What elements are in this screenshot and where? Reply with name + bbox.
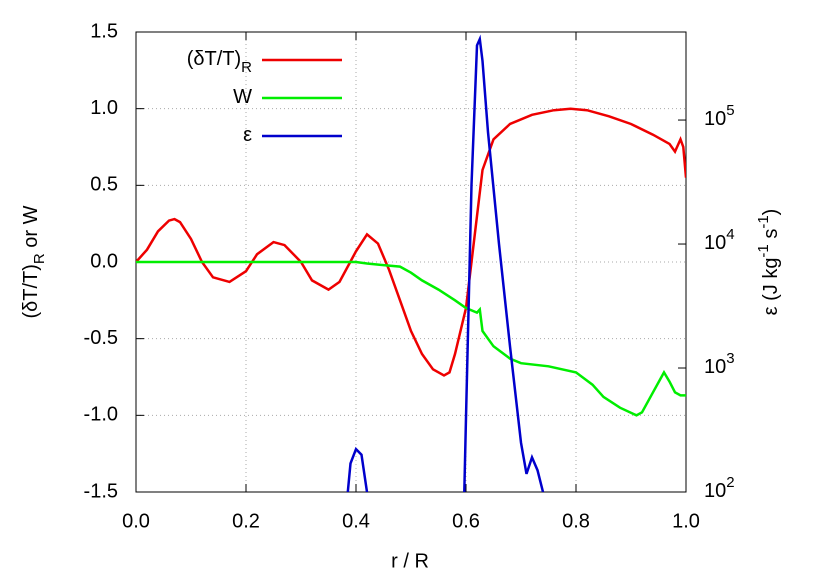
legend-name: W — [233, 86, 252, 108]
y2-tick-label: 102 — [704, 474, 735, 502]
y2-tick-label: 105 — [704, 102, 735, 130]
x-axis-label: r / R — [391, 550, 429, 572]
y2-tick-exp: 2 — [726, 474, 734, 491]
y2-tick-base: 10 — [704, 108, 726, 130]
y2-label-part: ) — [760, 209, 782, 216]
y2-tick-exp: 3 — [726, 350, 734, 367]
y2-tick-label: 103 — [704, 350, 735, 378]
x-tick-label: 0.2 — [232, 510, 260, 532]
y-tick-label: -0.5 — [84, 327, 118, 349]
y2-tick-base: 10 — [704, 232, 726, 254]
y-label-rest: or W — [20, 205, 42, 253]
y2-tick-label: 104 — [704, 226, 735, 254]
x-tick-label: 1.0 — [672, 510, 700, 532]
legend-label: (δT/T)R — [187, 48, 252, 76]
y2-tick-base: 10 — [704, 356, 726, 378]
series-line — [136, 107, 686, 377]
y2-label-sup: -1 — [755, 244, 772, 257]
y2-axis-label: ε (J kg-1 s-1) — [755, 209, 782, 316]
legend-label: W — [233, 86, 252, 108]
y2-tick-exp: 4 — [726, 226, 734, 243]
y2-label-part: ε (J kg — [760, 258, 782, 316]
y-tick-label: -1.5 — [84, 480, 118, 502]
y-tick-label: 1.5 — [90, 20, 118, 42]
y-tick-label: -1.0 — [84, 404, 118, 426]
series-line — [346, 34, 545, 492]
x-tick-label: 0.8 — [562, 510, 590, 532]
x-tick-label: 0.6 — [452, 510, 480, 532]
y2-tick-exp: 5 — [726, 102, 734, 119]
y-tick-label: 1.0 — [90, 97, 118, 119]
legend-name: ε — [243, 124, 252, 146]
legend-name: (δT/T) — [187, 48, 241, 70]
y-axis-label: (δT/T)R or W — [20, 205, 48, 318]
series-line — [136, 260, 686, 417]
y2-tick-base: 10 — [704, 480, 726, 502]
y-label-main: (δT/T) — [20, 264, 42, 318]
legend-sub: R — [241, 59, 252, 76]
y-tick-label: 0.5 — [90, 174, 118, 196]
y-label-sub: R — [31, 253, 48, 264]
y2-label-sup: -1 — [755, 215, 772, 228]
x-tick-label: 0.0 — [122, 510, 150, 532]
legend-label: ε — [243, 124, 252, 146]
y-tick-label: 0.0 — [90, 250, 118, 272]
y2-label-part: s — [760, 229, 782, 245]
x-tick-label: 0.4 — [342, 510, 370, 532]
